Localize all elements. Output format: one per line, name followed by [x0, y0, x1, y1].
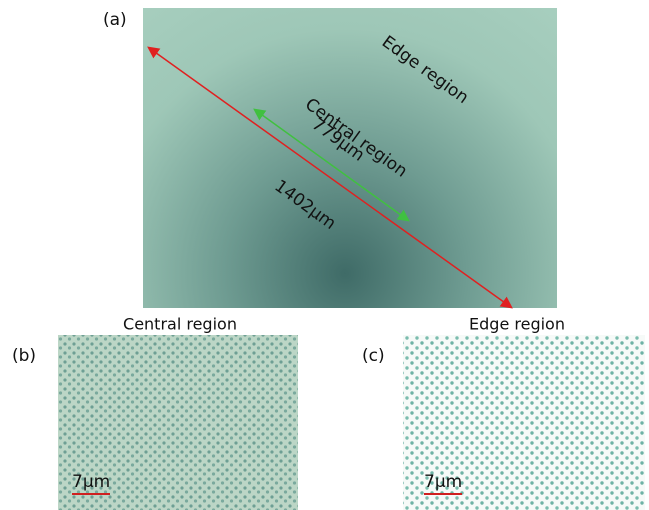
panel-c: (c) Edge region 7μm: [362, 315, 645, 510]
panel-title: Central region: [123, 315, 237, 334]
scale-bar-label: 7μm: [72, 472, 110, 492]
panel-label: (c): [362, 346, 385, 366]
page: {"panels": [ {"label": "(a)", "annotatio…: [0, 0, 649, 510]
panel-label: (b): [12, 346, 36, 366]
panel-b: (b) Central region 7μm: [12, 315, 298, 510]
panel-label: (a): [103, 10, 127, 30]
panel-title: Edge region: [469, 315, 565, 334]
figure: (a) Edge region Central region 779μm 140…: [0, 0, 649, 510]
scale-bar-label: 7μm: [424, 472, 462, 492]
